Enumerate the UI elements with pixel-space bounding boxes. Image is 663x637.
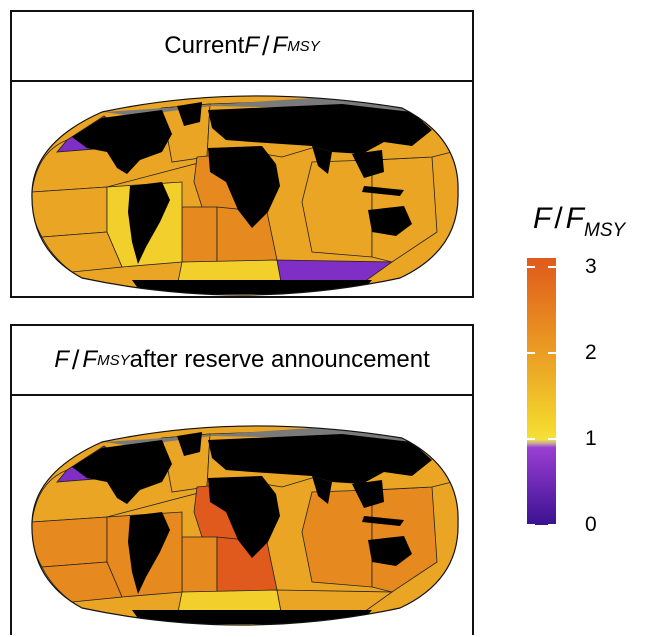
title-tail: after reserve announcement xyxy=(129,346,430,373)
landmass-1 xyxy=(177,432,202,456)
legend-sep: / xyxy=(554,202,563,235)
legend-colorbar xyxy=(527,258,556,525)
legend-tick-left xyxy=(527,265,535,268)
fishing-region-sw-atlantic xyxy=(181,536,218,593)
legend-title: F / FMSY xyxy=(533,202,625,242)
legend-tick-label: 0 xyxy=(585,513,597,536)
panel-current: Current F / F MSY xyxy=(10,10,474,298)
fishing-region-sw-pacific xyxy=(41,231,123,273)
landmass-2 xyxy=(128,182,170,264)
legend-tick-left xyxy=(527,524,535,526)
landmass-8 xyxy=(368,206,412,236)
title-sub: MSY xyxy=(287,37,320,55)
fishing-region-sw-atlantic xyxy=(181,206,218,263)
legend-tick-right xyxy=(548,437,556,440)
world-map-current xyxy=(31,95,459,296)
legend-tick-left xyxy=(527,437,535,440)
landmass-5 xyxy=(312,146,332,174)
title-var: F xyxy=(244,32,259,59)
legend-var2: F xyxy=(565,202,584,235)
legend-tick-right xyxy=(548,351,556,354)
landmass-4 xyxy=(208,476,280,558)
map-outline xyxy=(31,425,459,626)
fishing-region-w-indian xyxy=(301,159,373,258)
landmass-5 xyxy=(312,476,332,504)
map-after-reserve xyxy=(12,396,472,637)
panel-title-current: Current F / F MSY xyxy=(12,12,472,82)
legend-tick-right xyxy=(548,265,556,268)
panel-title-after-reserve: F / F MSY after reserve announcement xyxy=(12,326,472,396)
fishing-region-e-central-pacific xyxy=(31,516,108,568)
landmass-2 xyxy=(128,512,170,594)
landmass-6 xyxy=(352,150,384,178)
title-text: Current xyxy=(164,32,245,59)
legend-tick-right xyxy=(548,524,556,526)
legend-sub: MSY xyxy=(584,220,626,241)
landmass-7 xyxy=(362,516,404,526)
legend-tick-label: 1 xyxy=(585,426,597,450)
panel-after-reserve: F / F MSY after reserve announcement xyxy=(10,324,474,635)
landmass-9 xyxy=(132,280,372,294)
map-outline xyxy=(31,95,459,296)
map-current xyxy=(12,82,472,296)
landmass-3 xyxy=(208,434,432,484)
fishing-region-e-central-pacific xyxy=(31,186,108,238)
landmass-0 xyxy=(72,440,172,504)
landmass-7 xyxy=(362,186,404,196)
legend-tick-label: 2 xyxy=(585,340,597,364)
title-var2: F xyxy=(82,346,98,373)
landmass-1 xyxy=(177,102,202,126)
world-map-after-reserve xyxy=(31,425,459,626)
landmass-0 xyxy=(72,110,172,174)
landmass-9 xyxy=(132,610,372,624)
legend-var: F xyxy=(533,202,552,235)
arctic-ice xyxy=(104,96,412,116)
title-var: F xyxy=(54,346,69,373)
landmass-8 xyxy=(368,536,412,566)
title-sep: / xyxy=(262,30,270,61)
arctic-ice xyxy=(104,426,412,446)
title-var2: F xyxy=(272,32,288,59)
landmass-4 xyxy=(208,146,280,228)
landmass-6 xyxy=(352,480,384,508)
title-sep: / xyxy=(71,344,80,375)
legend-tick-left xyxy=(527,351,535,354)
legend-tick-label: 3 xyxy=(585,254,597,278)
title-sub: MSY xyxy=(97,351,130,369)
landmass-3 xyxy=(208,104,432,154)
fishing-region-sw-pacific xyxy=(41,561,123,603)
fishing-region-w-indian xyxy=(301,489,373,588)
